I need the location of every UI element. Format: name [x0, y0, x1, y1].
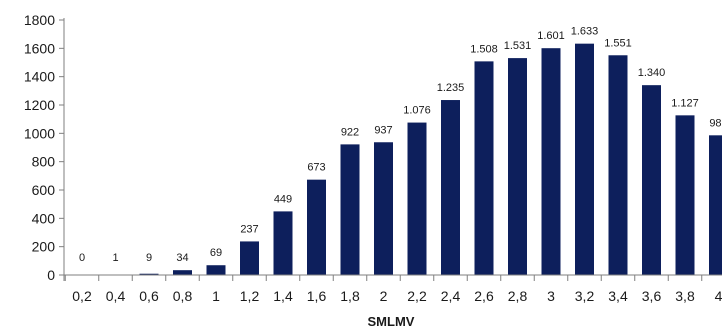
data-label: 34 — [176, 252, 188, 264]
y-tick-label: 1800 — [24, 12, 55, 28]
data-label: 1.633 — [571, 26, 599, 38]
data-label: 922 — [341, 126, 359, 138]
bar — [307, 179, 326, 275]
bar — [240, 241, 259, 275]
bar — [173, 270, 192, 275]
data-label: 449 — [274, 193, 292, 205]
data-label: 1.601 — [537, 30, 565, 42]
data-label: 9 — [146, 252, 152, 264]
x-tick-label: 2,4 — [441, 288, 461, 304]
x-tick-label: 1,4 — [273, 288, 293, 304]
x-axis-title: SMLMV — [368, 314, 415, 328]
data-label: 1 — [112, 252, 118, 264]
x-tick-label: 0,8 — [173, 288, 193, 304]
y-tick-label: 0 — [47, 267, 55, 283]
data-label: 1.235 — [437, 82, 465, 94]
x-tick-label: 2,8 — [508, 288, 528, 304]
y-tick-label: 800 — [32, 154, 56, 170]
x-tick-label: 0,4 — [106, 288, 126, 304]
bar — [474, 61, 494, 275]
x-tick-label: 2,2 — [407, 288, 427, 304]
bar — [508, 58, 527, 275]
bar — [575, 43, 594, 276]
bar — [374, 142, 393, 275]
y-tick-label: 1400 — [24, 69, 55, 85]
data-label: 986 — [709, 117, 722, 129]
y-tick-label: 200 — [32, 239, 56, 255]
data-label: 673 — [307, 162, 325, 174]
x-tick-label: 1,6 — [307, 288, 327, 304]
data-label: 0 — [79, 252, 85, 264]
data-label: 1.340 — [638, 67, 666, 79]
x-tick-label: 3,2 — [575, 288, 595, 304]
bar — [206, 265, 226, 275]
data-labels-group: 0 1 9 34 69 237 449 673 922 937 1.076 1.235 1.508 1.5… — [79, 26, 722, 264]
data-label: 237 — [240, 223, 258, 235]
x-tick-label: 3 — [547, 288, 555, 304]
bar — [139, 273, 159, 275]
data-label: 69 — [210, 247, 222, 259]
x-tick-label: 4 — [715, 288, 722, 304]
data-label: 1.508 — [470, 43, 498, 55]
y-tick-label: 1600 — [24, 40, 55, 56]
x-tick-label: 3,6 — [642, 288, 662, 304]
x-tick-label: 1,2 — [240, 288, 260, 304]
bar — [407, 122, 427, 275]
bar — [642, 85, 661, 276]
y-axis: 0 200 400 600 800 1000 1200 1400 1600 1800 — [24, 12, 65, 283]
x-tick-label: 1,8 — [340, 288, 360, 304]
bar — [709, 135, 722, 275]
x-tick-label: 3,4 — [608, 288, 628, 304]
y-tick-label: 1200 — [24, 97, 55, 113]
x-axis: 0,2 0,4 0,6 0,8 1 1,2 1,4 1,6 1,8 2 2,2 2,4 2,6 2,8 3 3… — [64, 274, 722, 304]
bar — [675, 115, 695, 275]
y-tick-label: 1000 — [24, 125, 55, 141]
data-label: 1.551 — [604, 37, 632, 49]
bar — [608, 55, 628, 276]
x-tick-label: 0,2 — [72, 288, 92, 304]
bar — [273, 211, 293, 275]
bars-group — [106, 43, 722, 276]
y-tick-label: 400 — [32, 210, 56, 226]
bar — [541, 48, 561, 275]
x-tick-label: 1 — [212, 288, 220, 304]
x-tick-label: 2,6 — [474, 288, 494, 304]
x-tick-label: 2 — [380, 288, 388, 304]
data-label: 1.531 — [504, 40, 532, 52]
x-tick-label: 0,6 — [139, 288, 159, 304]
data-label: 1.076 — [403, 105, 431, 117]
y-tick-label: 600 — [32, 182, 56, 198]
x-tick-label: 3,8 — [675, 288, 695, 304]
bar — [441, 100, 460, 276]
bar — [340, 144, 360, 275]
data-label: 1.127 — [671, 97, 699, 109]
data-label: 937 — [374, 124, 392, 136]
